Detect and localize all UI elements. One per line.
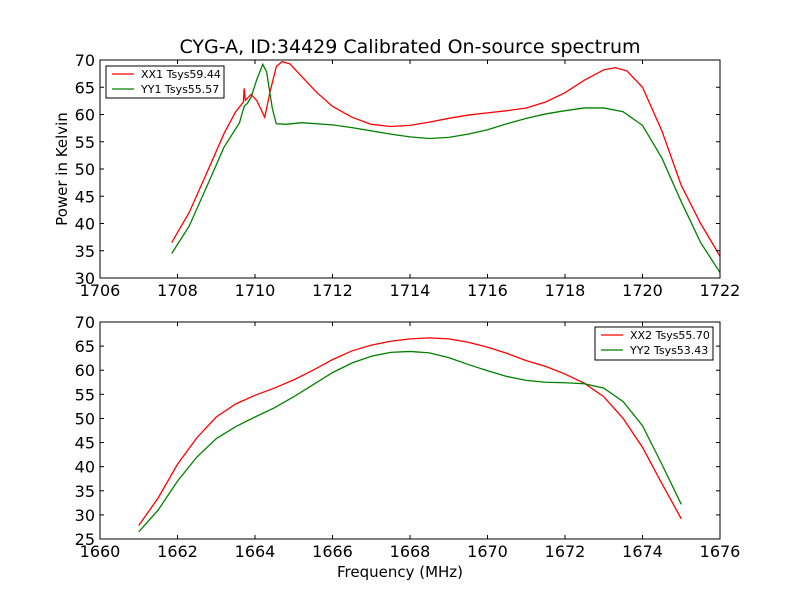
y-tick-label: 50 bbox=[75, 160, 95, 179]
bottom-plot: 1660 1662 1664 1666 1668 1670 1672 1674 1676 25 30… bbox=[75, 313, 741, 581]
y-tick-label: 35 bbox=[75, 482, 95, 501]
x-tick-label: 1716 bbox=[467, 281, 508, 300]
x-tick-label: 1676 bbox=[700, 542, 741, 561]
legend-label: XX1 Tsys59.44 bbox=[141, 68, 221, 81]
x-tick-label: 1706 bbox=[80, 281, 121, 300]
y-tick-label: 30 bbox=[75, 269, 95, 288]
x-tick-label: 1666 bbox=[312, 542, 353, 561]
y-tick-label: 40 bbox=[75, 458, 95, 477]
y-tick-label: 35 bbox=[75, 242, 95, 261]
x-tick-label: 1710 bbox=[235, 281, 276, 300]
legend-label: XX2 Tsys55.70 bbox=[630, 329, 710, 342]
series-line-0-1 bbox=[171, 62, 720, 273]
y-tick-label: 70 bbox=[75, 313, 95, 332]
y-tick-label: 65 bbox=[75, 337, 95, 356]
x-tick-label: 1674 bbox=[622, 542, 663, 561]
x-tick-label: 1718 bbox=[545, 281, 586, 300]
x-axis-label: Frequency (MHz) bbox=[337, 563, 463, 581]
x-tick-label: 1662 bbox=[157, 542, 198, 561]
legend-label: YY1 Tsys55.57 bbox=[140, 83, 219, 96]
y-axis-label: Power in Kelvin bbox=[53, 112, 71, 226]
y-tick-label: 70 bbox=[75, 51, 95, 70]
x-tick-label: 1712 bbox=[312, 281, 353, 300]
series-line-0-0 bbox=[171, 60, 720, 257]
top-plot: 1706 1708 1710 1712 1714 1716 1718 1720 1722 30 35… bbox=[53, 51, 740, 300]
x-tick-label: 1668 bbox=[390, 542, 431, 561]
y-tick-label: 65 bbox=[75, 78, 95, 97]
y-tick-label: 30 bbox=[75, 506, 95, 525]
x-tick-label: 1670 bbox=[467, 542, 508, 561]
y-tick-label: 50 bbox=[75, 409, 95, 428]
x-tick-label: 1664 bbox=[235, 542, 276, 561]
y-tick-label: 60 bbox=[75, 361, 95, 380]
figure-title: CYG-A, ID:34429 Calibrated On-source spe… bbox=[179, 36, 640, 58]
legend: XX1 Tsys59.44 YY1 Tsys55.57 bbox=[105, 65, 225, 99]
x-tick-label: 1720 bbox=[622, 281, 663, 300]
legend-box bbox=[594, 326, 714, 361]
x-tick-label: 1660 bbox=[80, 542, 121, 561]
y-tick-label: 45 bbox=[75, 434, 95, 453]
series-line-1-0 bbox=[138, 337, 682, 526]
y-tick-label: 60 bbox=[75, 106, 95, 125]
legend: XX2 Tsys55.70 YY2 Tsys53.43 bbox=[594, 326, 714, 361]
x-tick-label: 1722 bbox=[700, 281, 741, 300]
series-line-1-1 bbox=[138, 350, 682, 533]
x-tick-label: 1714 bbox=[390, 281, 431, 300]
legend-label: YY2 Tsys53.43 bbox=[629, 344, 708, 357]
y-tick-label: 45 bbox=[75, 187, 95, 206]
y-tick-label: 25 bbox=[75, 530, 95, 549]
y-tick-label: 55 bbox=[75, 133, 95, 152]
x-tick-label: 1708 bbox=[157, 281, 198, 300]
y-tick-label: 40 bbox=[75, 215, 95, 234]
legend-box bbox=[105, 65, 225, 99]
y-tick-label: 55 bbox=[75, 385, 95, 404]
x-tick-label: 1672 bbox=[545, 542, 586, 561]
